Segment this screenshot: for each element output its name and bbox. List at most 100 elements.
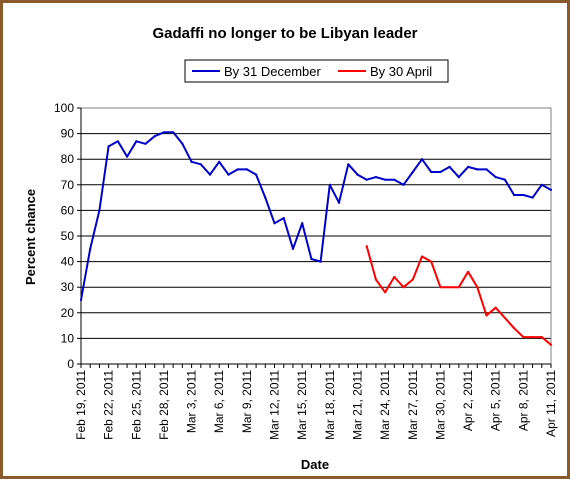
data-point-series-1 [402,183,405,186]
data-point-series-1 [126,155,129,158]
data-point-series-1 [513,193,516,197]
data-point-series-1 [476,168,479,171]
data-point-series-2 [513,327,516,330]
legend-label-series-1: By 31 December [224,64,321,79]
data-point-series-1 [107,145,110,148]
data-point-series-2 [485,314,488,317]
data-point-series-1 [172,131,175,134]
data-point-series-1 [310,257,313,261]
x-tick-label: Mar 3, 2011 [185,370,199,433]
data-point-series-1 [255,173,258,176]
data-point-series-1 [98,209,101,212]
data-point-series-1 [245,168,248,171]
data-point-series-1 [485,168,488,171]
y-tick-label: 10 [61,331,75,345]
x-tick-label: Feb 19, 2011 [74,370,88,440]
data-point-series-1 [494,176,497,179]
data-point-series-1 [448,165,451,168]
data-point-series-1 [218,160,221,163]
data-point-series-2 [402,286,405,289]
data-point-series-1 [337,201,341,204]
data-point-series-2 [365,245,368,248]
x-tick-label: Feb 28, 2011 [157,370,171,440]
data-point-series-2 [430,260,433,263]
data-point-series-1 [227,173,230,176]
x-tick-label: Apr 11, 2011 [544,370,558,437]
data-point-series-1 [457,176,460,179]
data-point-series-1 [384,178,387,181]
x-tick-label: Feb 25, 2011 [129,370,143,440]
data-point-series-1 [531,196,534,199]
data-point-series-1 [162,131,165,134]
data-point-series-2 [411,278,414,281]
series-line-2 [365,245,552,346]
y-axis: 0 10 20 30 40 50 60 70 80 90 100 [54,101,82,371]
data-point-series-1 [549,188,553,191]
data-point-series-1 [347,163,350,166]
data-point-series-1 [181,142,184,145]
y-tick-label: 70 [61,178,75,192]
data-point-series-2 [494,306,497,309]
data-point-series-1 [319,260,322,263]
data-point-series-1 [522,193,525,197]
x-tick-label: Apr 5, 2011 [489,370,503,431]
x-tick-label: Mar 24, 2011 [378,370,392,440]
legend-label-series-2: By 30 April [370,64,432,79]
data-point-series-2 [531,336,534,339]
data-point-series-2 [393,275,396,279]
data-point-series-1 [374,176,377,179]
x-tick-label: Mar 9, 2011 [240,370,254,433]
data-point-series-1 [273,222,276,225]
data-point-series-1 [356,173,359,176]
data-point-series-1 [291,247,295,250]
x-axis-title: Date [301,457,329,472]
data-point-series-2 [384,291,387,294]
data-point-series-2 [448,286,451,289]
x-tick-label: Apr 2, 2011 [461,370,475,431]
data-point-series-1 [199,163,202,166]
data-point-series-2 [467,270,470,273]
x-tick-label: Mar 6, 2011 [212,370,226,433]
legend: By 31 December By 30 April [184,59,449,83]
data-point-series-1 [153,135,156,138]
data-point-series-2 [457,286,460,289]
data-point-series-2 [374,278,377,281]
data-point-series-1 [467,165,470,168]
y-axis-title: Percent chance [23,189,38,285]
data-point-series-1 [393,178,396,181]
series-layer [79,131,553,346]
data-point-series-1 [540,183,543,186]
data-point-series-1 [282,217,285,220]
data-point-series-1 [328,183,331,186]
y-tick-label: 80 [61,152,75,166]
data-point-series-1 [439,170,442,174]
x-tick-label: Mar 30, 2011 [433,370,447,440]
y-tick-label: 30 [61,280,75,294]
series-line-1 [80,131,552,301]
x-tick-label: Mar 15, 2011 [295,370,309,440]
x-tick-label: Apr 8, 2011 [516,370,530,431]
data-point-series-1 [208,173,212,176]
data-point-series-1 [264,196,267,199]
data-point-series-1 [365,178,368,181]
data-point-series-2 [439,286,442,289]
data-point-series-1 [411,170,414,174]
y-tick-label: 40 [61,255,75,269]
gridlines [81,107,551,365]
data-point-series-2 [420,255,424,258]
data-point-series-1 [503,178,506,181]
y-tick-label: 0 [67,357,74,371]
x-tick-label: Mar 21, 2011 [350,370,364,440]
data-point-series-1 [144,142,147,145]
chart-title: Gadaffi no longer to be Libyan leader [152,25,417,42]
data-point-series-1 [135,140,138,143]
data-point-series-1 [89,247,92,250]
y-tick-label: 50 [61,229,75,243]
data-point-series-2 [503,316,506,319]
legend-box [184,59,449,83]
data-point-series-1 [420,158,424,161]
data-point-series-1 [430,170,433,174]
data-point-series-1 [190,160,193,163]
x-tick-label: Mar 12, 2011 [268,370,282,440]
data-point-series-2 [522,336,525,339]
